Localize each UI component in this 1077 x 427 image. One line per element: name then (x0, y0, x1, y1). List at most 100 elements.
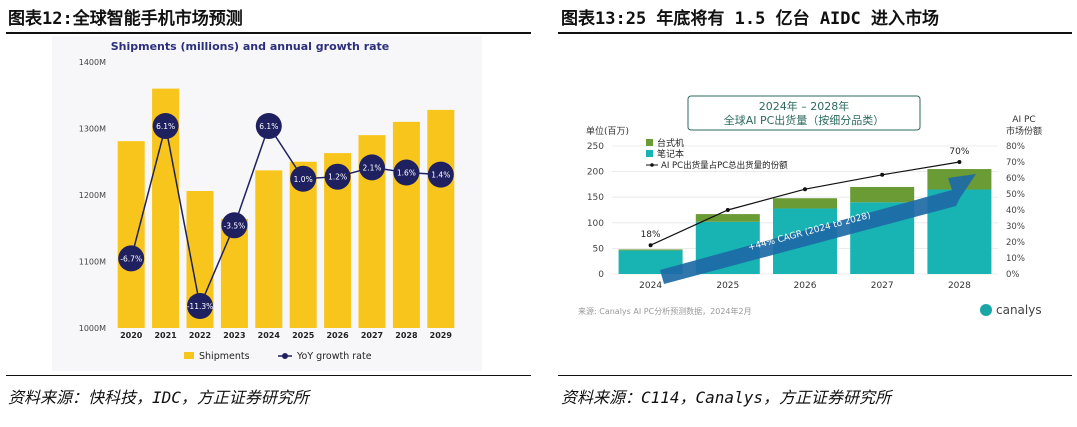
x-tick-label: 2026 (326, 331, 349, 340)
share-label-first: 18% (641, 230, 661, 240)
left-panel-title: 图表12:全球智能手机市场预测 (8, 9, 243, 29)
ai-pc-share-point-2026 (803, 187, 807, 192)
right-y-tick-label: 50% (1006, 190, 1025, 200)
right-y-tick-label: 10% (1006, 254, 1025, 264)
legend-label-desktop: 台式机 (657, 137, 684, 149)
x-tick-label: 2028 (395, 331, 418, 340)
legend-marker-share (650, 163, 654, 167)
right-y-tick-label: 80% (1006, 142, 1025, 152)
y-tick-label: 1200M (79, 191, 106, 200)
ai-pc-share-point-2028 (957, 160, 962, 164)
x-tick-label: 2022 (189, 331, 211, 340)
right-axis-label-line2: 市场份额 (1006, 125, 1042, 137)
canalys-brand: canalys (996, 303, 1042, 317)
left-axis-unit: 单位(百万) (586, 125, 629, 137)
right-y-tick-label: 40% (1006, 206, 1025, 216)
growth-rate-label: -3.5% (224, 221, 246, 230)
left-source-rule (6, 375, 531, 376)
desktop-bar-2024 (618, 249, 683, 251)
right-axis-label-line1: AI PC (1012, 115, 1035, 125)
x-tick-label: 2026 (794, 281, 817, 291)
legend-label-shipments: Shipments (199, 351, 250, 362)
laptop-bar-2024 (618, 250, 683, 274)
canalys-logo-icon (980, 304, 992, 316)
ai-pc-share-point-2025 (725, 208, 730, 212)
chart-title-line2: 全球AI PC出货量（按细分品类） (724, 113, 885, 127)
y-tick-label: 1000M (79, 324, 106, 333)
legend-label-yoy: YoY growth rate (296, 351, 372, 362)
ai-pc-shipment-chart: 2024年 – 2028年 全球AI PC出货量（按细分品类） 单位(百万) A… (560, 38, 1062, 370)
share-label-last: 70% (949, 147, 969, 157)
growth-rate-label: 6.1% (259, 122, 278, 131)
growth-rate-label: 1.6% (397, 169, 416, 178)
chart-title-box (687, 95, 921, 131)
shipment-bar-2024 (255, 170, 283, 328)
y-tick-label: 1300M (79, 125, 106, 134)
growth-rate-point-2028 (393, 159, 420, 186)
right-title-rule (558, 32, 1072, 34)
left-y-tick-label: 0 (598, 270, 604, 280)
ai-pc-share-point-2027 (880, 172, 885, 177)
left-y-tick-label: 50 (593, 244, 605, 254)
right-y-tick-label: 30% (1006, 222, 1025, 232)
left-y-tick-label: 250 (587, 142, 604, 152)
growth-rate-point-2021 (152, 113, 179, 139)
x-tick-label: 2029 (430, 331, 453, 340)
right-source: 资料来源：C114，Canalys，方正证券研究所 (561, 388, 891, 407)
right-source-rule (558, 375, 1072, 376)
legend-swatch-shipments (184, 352, 194, 359)
y-tick-label: 1100M (79, 258, 106, 267)
canalys-logo: canalys (980, 303, 1042, 317)
left-y-tick-label: 100 (587, 219, 604, 229)
ai-pc-share-point-2024 (648, 243, 653, 248)
growth-rate-label: 1.0% (294, 175, 313, 184)
growth-rate-label: -11.3% (187, 302, 214, 311)
legend-swatch-desktop (646, 139, 653, 146)
x-tick-label: 2027 (871, 281, 894, 291)
desktop-bar-2027 (850, 186, 915, 203)
right-y-tick-label: 60% (1006, 174, 1025, 184)
left-y-tick-label: 150 (587, 193, 604, 203)
x-tick-label: 2028 (948, 281, 971, 291)
legend-marker-yoy (282, 353, 288, 359)
cagr-arrow (660, 174, 976, 284)
right-panel-title: 图表13:25 年底将有 1.5 亿台 AIDC 进入市场 (561, 9, 939, 29)
growth-rate-point-2022 (187, 293, 213, 319)
x-tick-label: 2025 (716, 281, 739, 291)
growth-rate-label: 1.4% (431, 171, 450, 180)
desktop-bar-2026 (773, 198, 837, 209)
right-y-tick-label: 20% (1006, 238, 1025, 248)
growth-rate-label: -6.7% (120, 254, 142, 263)
y-tick-label: 1400M (79, 58, 106, 67)
legend-label-share: AI PC出货量占PC总出货量的份额 (661, 160, 788, 171)
x-tick-label: 2027 (361, 331, 383, 340)
right-y-tick-label: 0% (1006, 270, 1020, 280)
x-tick-label: 2020 (120, 331, 143, 340)
shipment-bar-2029 (427, 109, 455, 328)
growth-rate-point-2025 (290, 165, 317, 192)
growth-rate-point-2020 (118, 245, 145, 272)
left-source: 资料来源：快科技，IDC，方正证券研究所 (8, 388, 309, 407)
growth-rate-point-2023 (221, 212, 248, 239)
chart-title-line1: 2024年 – 2028年 (759, 99, 849, 113)
x-tick-label: 2025 (292, 331, 315, 340)
smartphone-shipment-chart: Shipments (millions) and annual growth r… (52, 36, 482, 371)
x-tick-label: 2024 (258, 331, 281, 340)
chart-footnote: 来源: Canalys AI PC分析预测数据，2024年2月 (578, 306, 752, 316)
x-tick-label: 2023 (223, 331, 245, 340)
legend-swatch-laptop (646, 150, 653, 157)
x-tick-label: 2021 (154, 331, 177, 340)
shipment-bar-2020 (117, 141, 145, 328)
growth-rate-label: 2.1% (362, 163, 381, 172)
desktop-bar-2025 (695, 214, 760, 222)
left-title-rule (6, 32, 531, 34)
growth-rate-point-2029 (427, 161, 454, 188)
growth-rate-line (130, 124, 441, 309)
growth-rate-label: 6.1% (156, 122, 175, 131)
x-tick-label: 2024 (639, 281, 662, 291)
growth-rate-point-2024 (255, 113, 282, 139)
growth-rate-point-2027 (359, 154, 385, 181)
growth-rate-label: 1.2% (328, 173, 347, 182)
left-y-tick-label: 200 (587, 168, 604, 178)
shipment-bar-2028 (392, 121, 420, 328)
